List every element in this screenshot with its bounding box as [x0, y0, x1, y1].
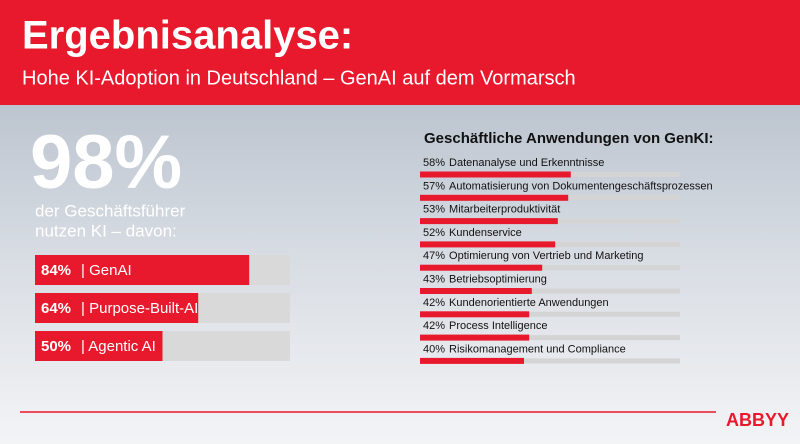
bar-label: 43% Betriebsoptimierung [423, 273, 547, 285]
label-part: 43% [423, 273, 445, 285]
title: Ergebnisanalyse: [22, 14, 353, 58]
label-part: 52% [423, 227, 445, 239]
bar-label: 84% | GenAI [41, 262, 132, 279]
bar [35, 255, 250, 285]
label-part: 57% [423, 180, 445, 192]
label-part: Optimierung von Vertrieb und Marketing [449, 250, 643, 262]
label-part: 42% [423, 320, 445, 332]
label-part: Process Intelligence [449, 320, 547, 332]
brand: ABBYY [726, 410, 789, 430]
label-part: Kundenorientierte Anwendungen [449, 297, 609, 309]
bar [420, 194, 569, 201]
bar [420, 334, 530, 341]
label-part: 47% [423, 250, 445, 262]
stat-caption: der Geschäftsführer [35, 201, 186, 220]
chart-title: Geschäftliche Anwendungen von GenKI: [424, 130, 713, 147]
label-part: 84% [41, 262, 71, 279]
label-part: 53% [423, 204, 445, 216]
bar-label: 47% Optimierung von Vertrieb und Marketin… [423, 250, 643, 262]
bar [35, 293, 199, 323]
bar [420, 311, 530, 318]
bar-label: 50% | Agentic AI [41, 338, 156, 355]
stat-caption: nutzen KI – davon: [35, 221, 177, 240]
bar-label: 57% Automatisierung von Dokumentengeschäf… [423, 180, 713, 192]
bar-label: 52% Kundenservice [423, 227, 522, 239]
bar [35, 331, 163, 361]
label-part: Risikomanagement und Compliance [449, 343, 626, 355]
bar-label: 40% Risikomanagement und Compliance [423, 343, 626, 355]
label-part: 64% [41, 300, 71, 317]
label-part: Kundenservice [449, 227, 522, 239]
bar-track [420, 335, 680, 341]
bar-track [420, 311, 680, 317]
label-part: Datenanalyse und Erkenntnisse [449, 157, 604, 169]
bar [420, 171, 571, 178]
bar-label: 58% Datenanalyse und Erkenntnisse [423, 157, 604, 169]
label-part: | Agentic AI [81, 338, 156, 355]
label-part: | GenAI [81, 262, 132, 279]
bar-track [420, 358, 680, 364]
bar-label: 42% Kundenorientierte Anwendungen [423, 297, 609, 309]
bar-label: 42% Process Intelligence [423, 320, 547, 332]
bar [420, 264, 543, 271]
header-band [0, 0, 800, 105]
label-part: Mitarbeiterproduktivität [449, 204, 560, 216]
label-part: Automatisierung von Dokumentengeschäftsp… [449, 180, 713, 192]
bar [420, 218, 558, 225]
label-part: 58% [423, 157, 445, 169]
bar-label: 64% | Purpose-Built-AI [41, 300, 198, 317]
bar [420, 241, 556, 248]
label-part: 42% [423, 297, 445, 309]
bar-track [420, 288, 680, 294]
label-part: | Purpose-Built-AI [81, 300, 198, 317]
label-part: 50% [41, 338, 71, 355]
bar [420, 357, 524, 364]
bar-track [420, 265, 680, 271]
subtitle: Hohe KI-Adoption in Deutschland – GenAI … [22, 67, 576, 89]
label-part: Betriebsoptimierung [449, 273, 547, 285]
big-stat: 98% [30, 120, 182, 205]
label-part: 40% [423, 343, 445, 355]
bar-label: 53% Mitarbeiterproduktivität [423, 204, 560, 216]
bar [420, 288, 532, 294]
